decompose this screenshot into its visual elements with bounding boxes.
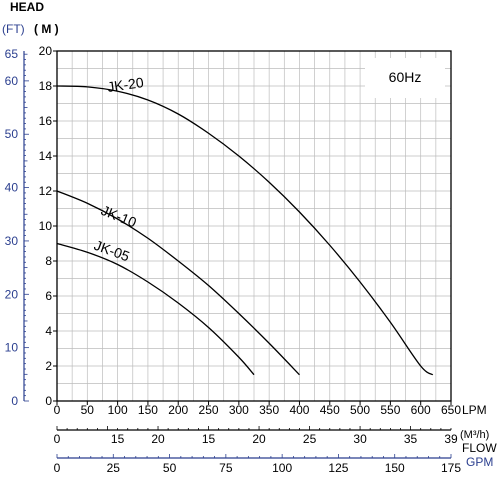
y-tick-label: 10 bbox=[39, 219, 53, 233]
m3h-tick-label: 30 bbox=[353, 432, 367, 446]
gpm-tick-label: 100 bbox=[272, 461, 292, 475]
x-tick-label: 350 bbox=[259, 403, 279, 417]
x-tick-label: 500 bbox=[350, 403, 370, 417]
ft-tick-label: 65 bbox=[5, 47, 19, 61]
y-tick-label: 4 bbox=[45, 324, 52, 338]
frequency-badge: 60Hz bbox=[389, 69, 422, 85]
ft-tick-label: 0 bbox=[11, 394, 18, 408]
ft-tick-label: 30 bbox=[5, 234, 19, 248]
m3h-tick-label: 39 bbox=[444, 432, 458, 446]
x-tick-label: 300 bbox=[229, 403, 249, 417]
curve-jk-10 bbox=[56, 190, 300, 376]
x-axis-label-lpm: LPM bbox=[462, 403, 487, 417]
x-tick-label: 400 bbox=[289, 403, 309, 417]
y-tick-label: 2 bbox=[45, 359, 52, 373]
ft-tick-label: 60 bbox=[5, 74, 19, 88]
flow-label: FLOW bbox=[462, 441, 497, 455]
ft-tick-label: 10 bbox=[5, 341, 19, 355]
x-axis-label-gpm: GPM bbox=[466, 455, 493, 469]
gpm-tick-label: 175 bbox=[441, 461, 461, 475]
x-tick-label: 200 bbox=[168, 403, 188, 417]
ft-tick-label: 20 bbox=[5, 287, 19, 301]
x-tick-label: 600 bbox=[411, 403, 431, 417]
series-label: JK-05 bbox=[92, 237, 132, 265]
m3h-tick-label: 35 bbox=[404, 432, 418, 446]
y-axis-title: HEAD bbox=[10, 0, 44, 14]
ft-tick-label: 50 bbox=[5, 127, 19, 141]
y-tick-label: 12 bbox=[39, 184, 53, 198]
x-tick-label: 150 bbox=[138, 403, 158, 417]
gpm-tick-label: 25 bbox=[107, 461, 121, 475]
gpm-tick-label: 0 bbox=[54, 461, 61, 475]
m3h-tick-label: 20 bbox=[252, 432, 266, 446]
m3h-tick-label: 15 bbox=[202, 432, 216, 446]
m3h-tick-label: 20 bbox=[151, 432, 165, 446]
x-tick-label: 450 bbox=[320, 403, 340, 417]
curve-jk-05 bbox=[56, 242, 255, 376]
y-unit-label: ( M ) bbox=[34, 22, 59, 36]
m3h-tick-label: 15 bbox=[111, 432, 125, 446]
x-tick-label: 0 bbox=[54, 403, 61, 417]
x-tick-label: 550 bbox=[380, 403, 400, 417]
y-tick-label: 6 bbox=[45, 289, 52, 303]
ft-unit-label: (FT) bbox=[2, 22, 25, 36]
badge-box bbox=[365, 58, 445, 98]
y-tick-label: 16 bbox=[39, 114, 53, 128]
series-label: JK-20 bbox=[106, 74, 145, 95]
gpm-tick-label: 50 bbox=[163, 461, 177, 475]
x-axis-label-m3h: (M³/h) bbox=[460, 429, 489, 441]
y-tick-label: 0 bbox=[45, 394, 52, 408]
curve-jk-20 bbox=[56, 85, 434, 376]
ft-tick-label: 40 bbox=[5, 181, 19, 195]
gpm-tick-label: 75 bbox=[219, 461, 233, 475]
x-tick-label: 250 bbox=[199, 403, 219, 417]
x-tick-label: 50 bbox=[81, 403, 95, 417]
x-tick-label: 650 bbox=[441, 403, 461, 417]
grid bbox=[56, 50, 452, 402]
gpm-tick-label: 125 bbox=[328, 461, 348, 475]
m3h-tick-label: 0 bbox=[54, 432, 61, 446]
y-tick-label: 18 bbox=[39, 79, 53, 93]
performance-curves bbox=[56, 85, 434, 376]
x-tick-label: 100 bbox=[108, 403, 128, 417]
gpm-tick-label: 150 bbox=[385, 461, 405, 475]
y-tick-label: 14 bbox=[39, 149, 53, 163]
m3h-tick-label: 25 bbox=[303, 432, 317, 446]
y-tick-label: 8 bbox=[45, 254, 52, 268]
y-tick-label: 20 bbox=[39, 44, 53, 58]
